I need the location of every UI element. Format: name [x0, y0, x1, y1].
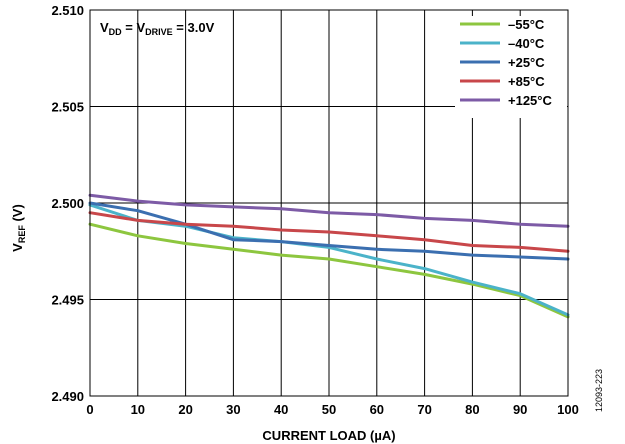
y-tick-label: 2.510 — [51, 3, 84, 18]
series-line — [88, 201, 570, 261]
legend-entry: –55°C — [508, 17, 545, 32]
x-tick-label: 0 — [86, 402, 93, 417]
legend-entry: +125°C — [508, 93, 552, 108]
vdd-annotation: VDD = VDRIVE = 3.0V — [100, 20, 215, 37]
legend-entry: +85°C — [508, 74, 545, 89]
x-tick-label: 10 — [131, 402, 145, 417]
y-tick-label: 2.505 — [51, 100, 84, 115]
figure-id: 12093-223 — [594, 369, 604, 412]
series-line — [88, 193, 570, 228]
x-axis-label: CURRENT LOAD (µA) — [262, 428, 395, 443]
x-tick-label: 50 — [322, 402, 336, 417]
plot-frame — [89, 9, 569, 397]
x-tick-label: 80 — [465, 402, 479, 417]
y-tick-label: 2.490 — [51, 389, 84, 404]
x-tick-label: 60 — [370, 402, 384, 417]
y-axis-label: VREF (V) — [10, 204, 27, 252]
x-tick-label: 70 — [417, 402, 431, 417]
y-tick-label: 2.495 — [51, 293, 84, 308]
y-tick-label: 2.500 — [51, 196, 84, 211]
legend-entry: +25°C — [508, 55, 545, 70]
tick-labels: 0 10 20 30 40 50 60 70 80 90 100 2.490 2.495 2.500 2.5… — [51, 3, 578, 417]
x-tick-label: 90 — [513, 402, 527, 417]
x-tick-label: 40 — [274, 402, 288, 417]
x-tick-label: 30 — [226, 402, 240, 417]
series-lines — [88, 193, 570, 319]
x-tick-label: 20 — [178, 402, 192, 417]
series-line — [88, 211, 570, 253]
legend: –55°C –40°C +25°C +85°C +125°C — [455, 16, 567, 118]
legend-entry: –40°C — [508, 36, 545, 51]
series-line — [88, 222, 570, 319]
x-tick-label: 100 — [557, 402, 579, 417]
